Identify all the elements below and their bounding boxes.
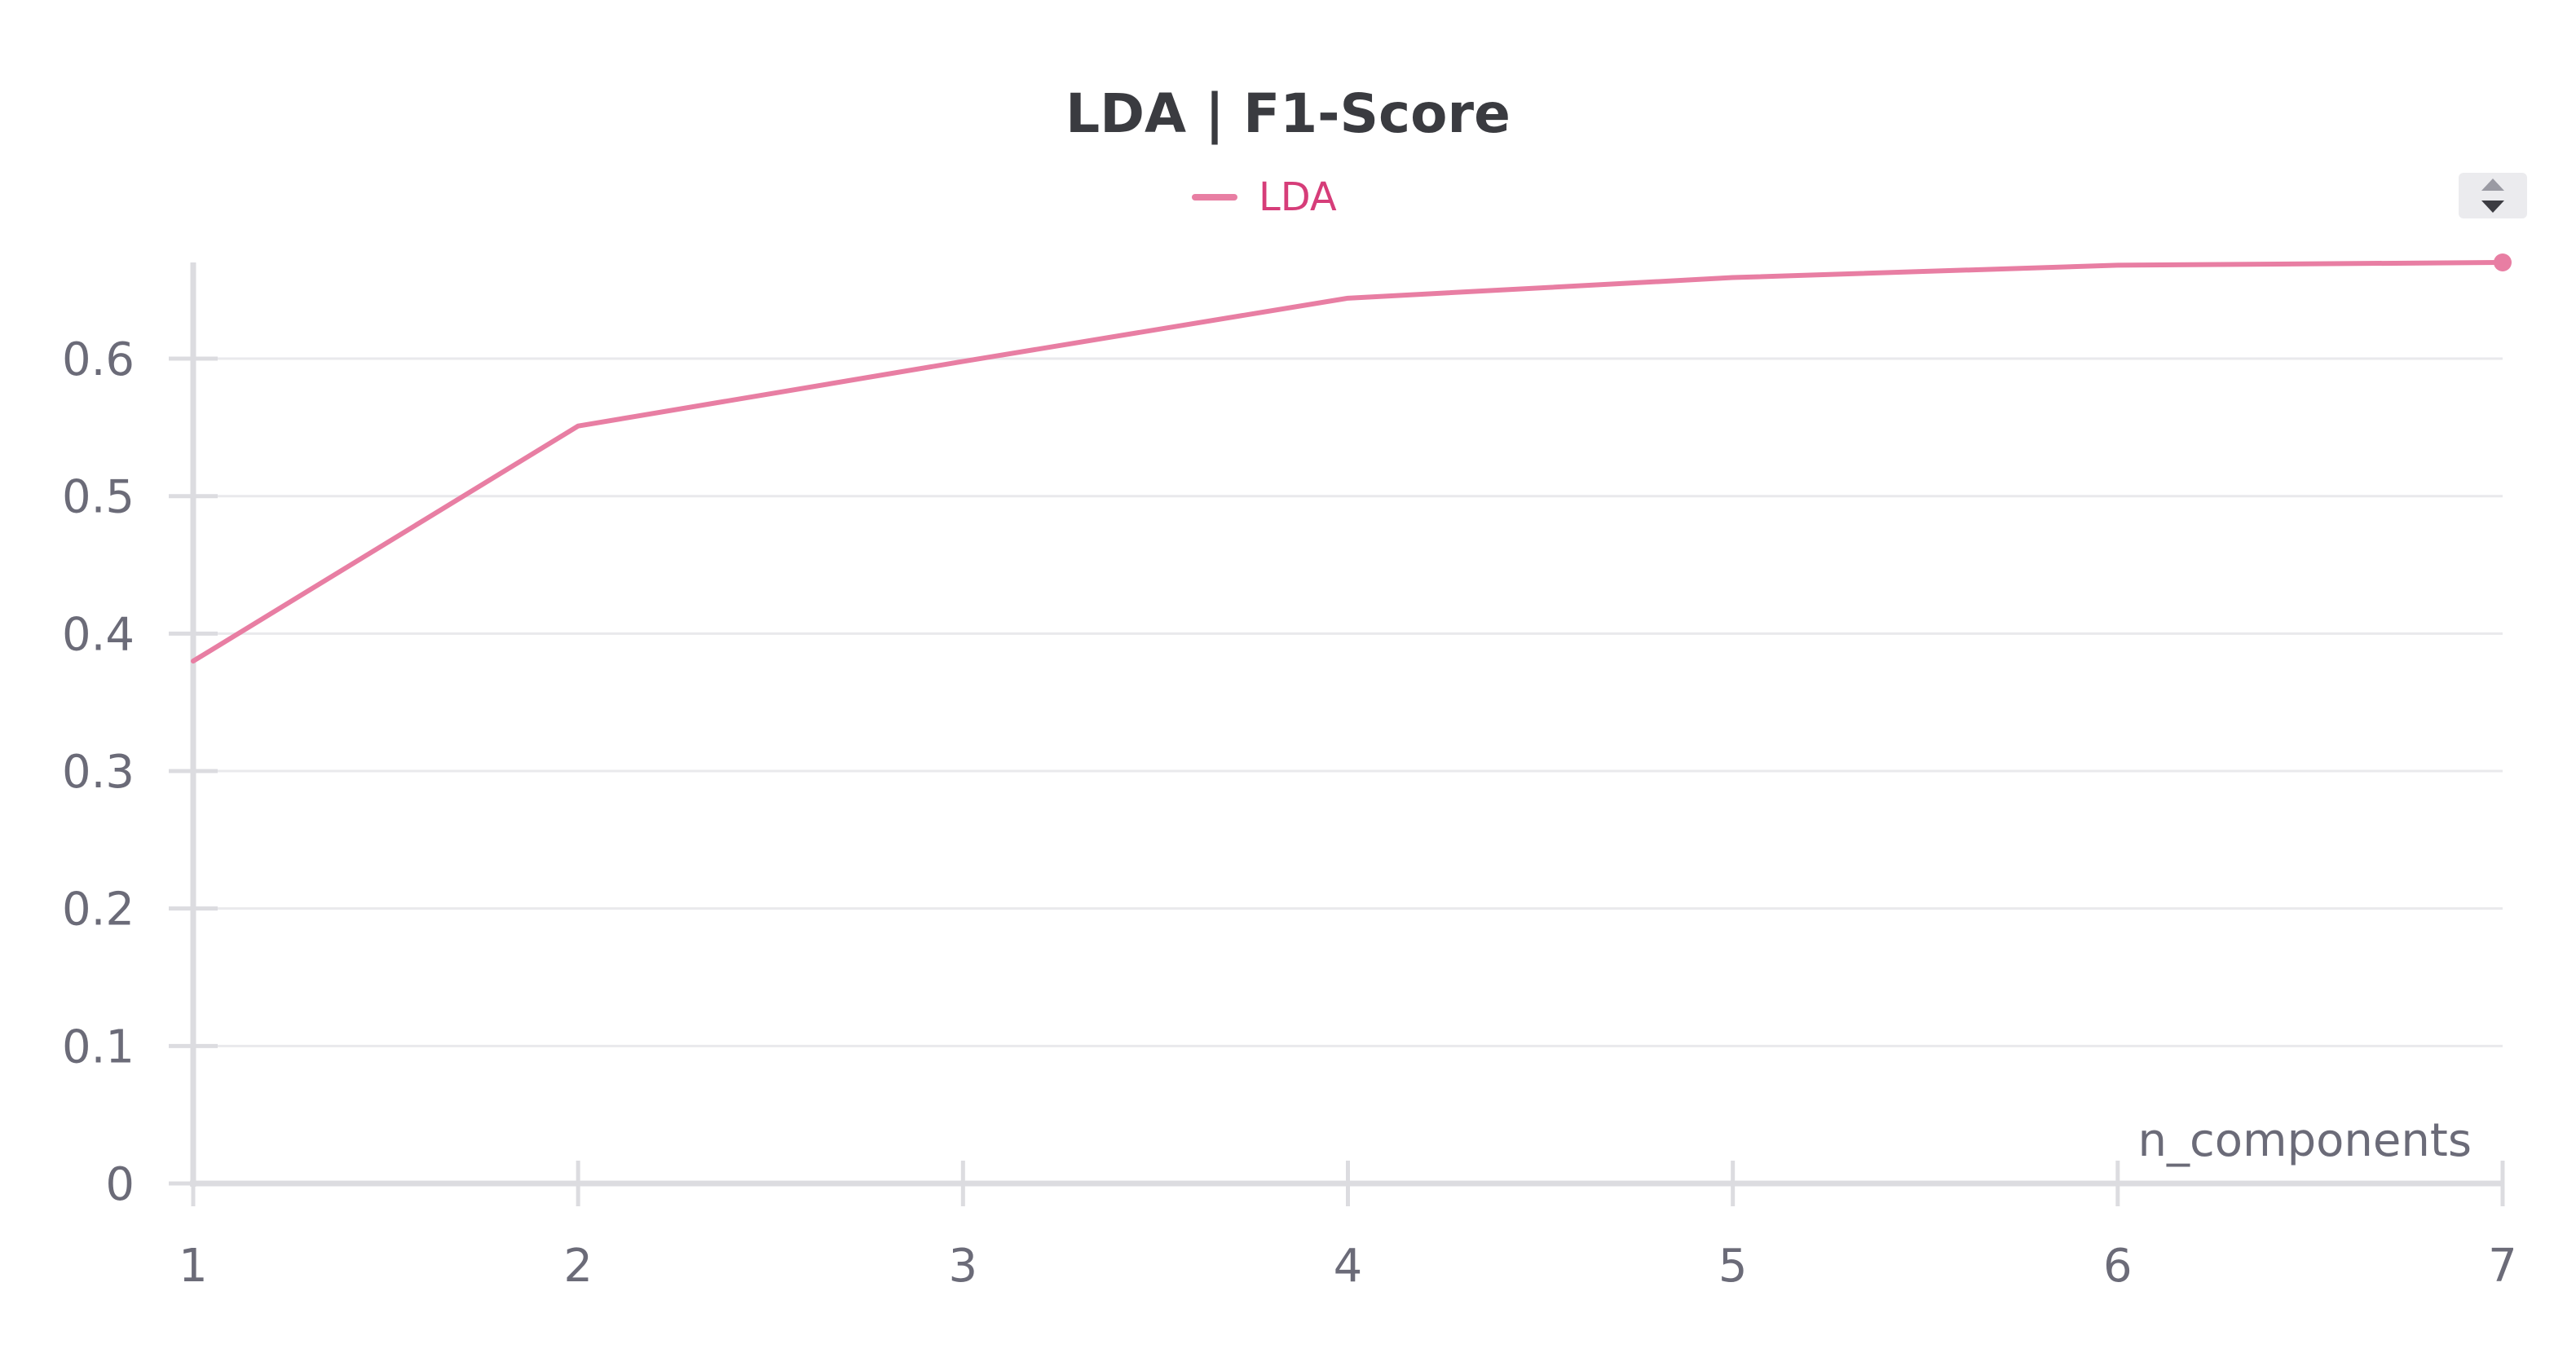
y-tick-label: 0.3	[62, 746, 135, 799]
legend-label-lda: LDA	[1259, 174, 1337, 220]
series-end-point	[2494, 253, 2512, 271]
axes	[190, 262, 2503, 1187]
y-tick-label: 0.6	[62, 333, 135, 386]
grid-lines	[193, 357, 2503, 1047]
x-tick-label: 3	[949, 1240, 978, 1293]
x-tick-label: 4	[1334, 1240, 1363, 1293]
y-tick-label: 0.4	[62, 608, 135, 661]
chart-title: LDA | F1-Score	[1065, 82, 1511, 146]
y-tick-label: 0	[105, 1158, 135, 1211]
y-tick-label: 0.5	[62, 471, 135, 524]
legend-scroll-control[interactable]	[2459, 173, 2527, 218]
x-tick-label: 7	[2488, 1240, 2517, 1293]
legend-scroll-button[interactable]	[2459, 173, 2527, 218]
x-axis-title: n_components	[2138, 1114, 2472, 1167]
y-tick-label: 0.1	[62, 1020, 135, 1073]
x-tick-label: 5	[1718, 1240, 1748, 1293]
sort-arrows-icon	[2481, 178, 2504, 213]
series-line-lda	[191, 260, 2505, 664]
series-layer	[191, 253, 2512, 664]
x-tick-label: 1	[179, 1240, 208, 1293]
tick-labels: 0 0.1 0.2 0.3 0.4 0.5 0.6 1 2 3 4 5 6 7	[62, 333, 2517, 1293]
x-tick-label: 6	[2103, 1240, 2133, 1293]
y-tick-label: 0.2	[62, 884, 135, 937]
x-tick-label: 2	[563, 1240, 593, 1293]
legend: LDA	[1192, 174, 1337, 220]
